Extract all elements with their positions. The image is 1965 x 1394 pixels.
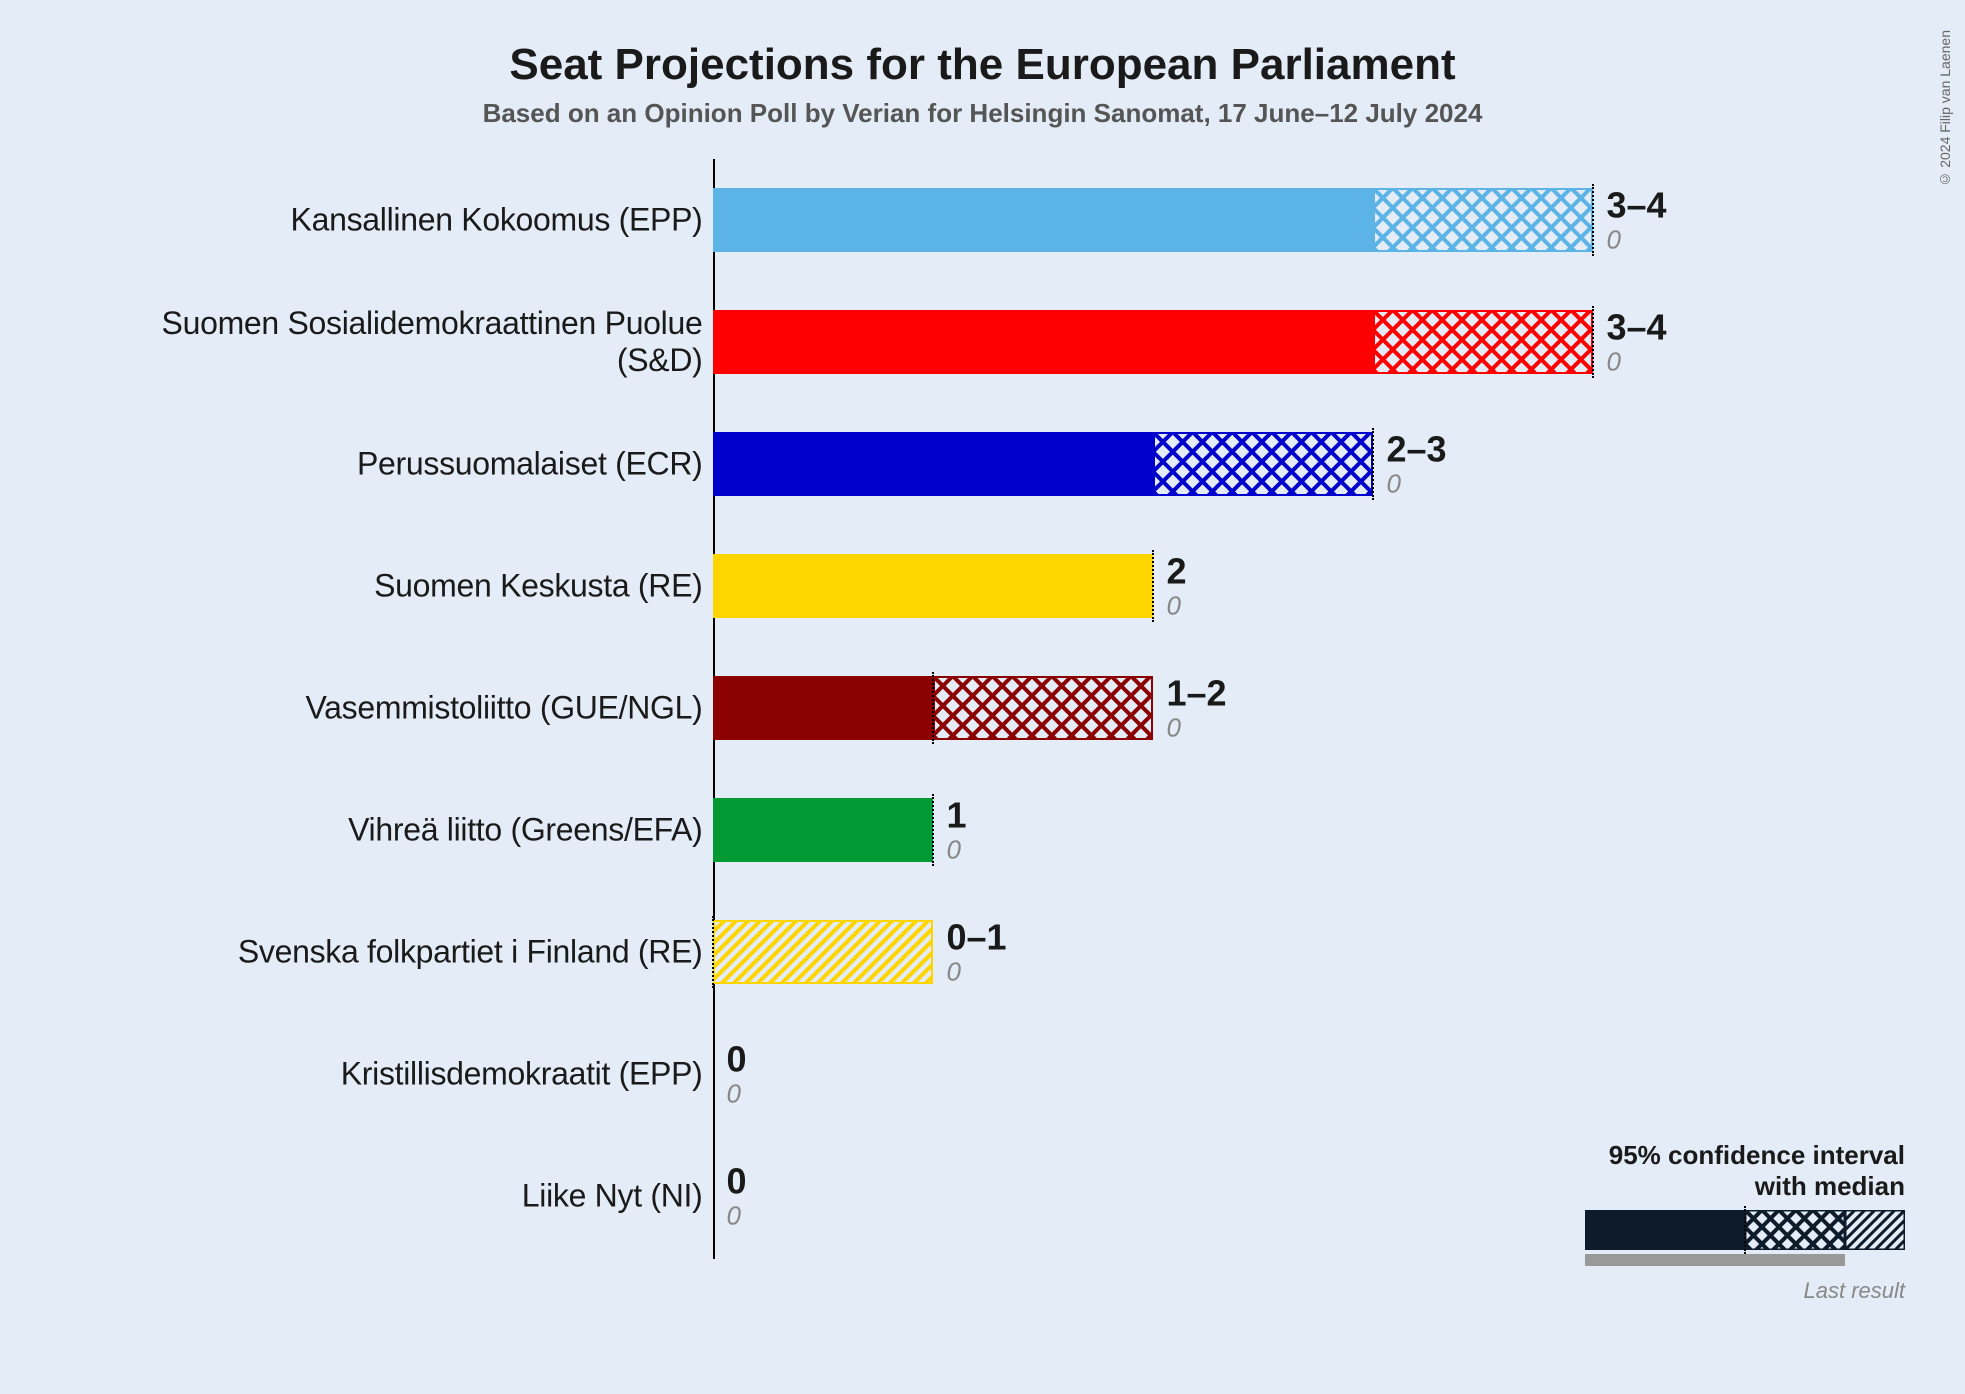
chart-subtitle: Based on an Opinion Poll by Verian for H… <box>50 98 1915 129</box>
previous-result-label: 0 <box>947 957 961 988</box>
bar-solid <box>713 432 1153 496</box>
median-line <box>712 916 714 988</box>
legend-solid-swatch <box>1585 1210 1745 1250</box>
bar-diagonal-hatch <box>713 920 933 984</box>
previous-result-label: 0 <box>1167 591 1181 622</box>
previous-result-label: 0 <box>947 835 961 866</box>
legend-last-result-bar <box>1585 1254 1845 1266</box>
seat-range-label: 2 <box>1167 550 1187 592</box>
legend-last-result-label: Last result <box>1585 1278 1905 1304</box>
seat-range-label: 0 <box>727 1160 747 1202</box>
previous-result-label: 0 <box>1387 469 1401 500</box>
copyright-text: © 2024 Filip van Laenen <box>1937 30 1953 188</box>
bar-solid <box>713 798 933 862</box>
party-row: Vasemmistoliitto (GUE/NGL) 1–20 <box>83 647 1883 769</box>
median-line <box>1592 184 1594 256</box>
previous-result-label: 0 <box>1167 713 1181 744</box>
seat-range-label: 2–3 <box>1387 428 1447 470</box>
previous-result-label: 0 <box>727 1079 741 1110</box>
bar-solid <box>713 188 1373 252</box>
seat-range-label: 3–4 <box>1607 184 1667 226</box>
seat-range-label: 0–1 <box>947 916 1007 958</box>
party-label: Perussuomalaiset (ECR) <box>83 446 703 483</box>
median-line <box>1372 428 1374 500</box>
legend-title: 95% confidence interval with median <box>1585 1140 1905 1202</box>
seat-range-label: 0 <box>727 1038 747 1080</box>
legend: 95% confidence interval with median Last… <box>1585 1140 1905 1304</box>
previous-result-label: 0 <box>1607 225 1621 256</box>
party-row: Perussuomalaiset (ECR) 2–30 <box>83 403 1883 525</box>
seat-range-label: 1–2 <box>1167 672 1227 714</box>
party-row: Vihreä liitto (Greens/EFA) 10 <box>83 769 1883 891</box>
party-label: Vihreä liitto (Greens/EFA) <box>83 812 703 849</box>
legend-crosshatch-swatch <box>1745 1210 1845 1250</box>
party-label: Kristillisdemokraatit (EPP) <box>83 1056 703 1093</box>
party-label: Suomen Keskusta (RE) <box>83 568 703 605</box>
party-label: Liike Nyt (NI) <box>83 1178 703 1215</box>
legend-diagonal-swatch <box>1845 1210 1905 1250</box>
bar-cross-hatch <box>1373 188 1593 252</box>
party-row: Svenska folkpartiet i Finland (RE) 0–10 <box>83 891 1883 1013</box>
seat-range-label: 3–4 <box>1607 306 1667 348</box>
party-label: Svenska folkpartiet i Finland (RE) <box>83 934 703 971</box>
bar-solid <box>713 676 933 740</box>
median-line <box>932 794 934 866</box>
chart-area: Kansallinen Kokoomus (EPP)3–40Suomen Sos… <box>83 159 1883 1259</box>
legend-median-line <box>1744 1206 1746 1254</box>
party-row: Kansallinen Kokoomus (EPP) 3–40 <box>83 159 1883 281</box>
party-row: Suomen Sosialidemokraattinen Puolue (S&D… <box>83 281 1883 403</box>
party-label: Suomen Sosialidemokraattinen Puolue (S&D… <box>83 305 703 379</box>
party-row: Kristillisdemokraatit (EPP) 00 <box>83 1013 1883 1135</box>
median-line <box>1592 306 1594 378</box>
bar-cross-hatch <box>1153 432 1373 496</box>
party-label: Vasemmistoliitto (GUE/NGL) <box>83 690 703 727</box>
party-label: Kansallinen Kokoomus (EPP) <box>83 202 703 239</box>
seat-range-label: 1 <box>947 794 967 836</box>
legend-bars <box>1585 1210 1905 1260</box>
previous-result-label: 0 <box>1607 347 1621 378</box>
median-line <box>1152 550 1154 622</box>
median-line <box>932 672 934 744</box>
chart-title: Seat Projections for the European Parlia… <box>50 40 1915 90</box>
bar-solid <box>713 310 1373 374</box>
party-row: Suomen Keskusta (RE) 20 <box>83 525 1883 647</box>
previous-result-label: 0 <box>727 1201 741 1232</box>
bar-cross-hatch <box>1373 310 1593 374</box>
bar-solid <box>713 554 1153 618</box>
bar-cross-hatch <box>933 676 1153 740</box>
